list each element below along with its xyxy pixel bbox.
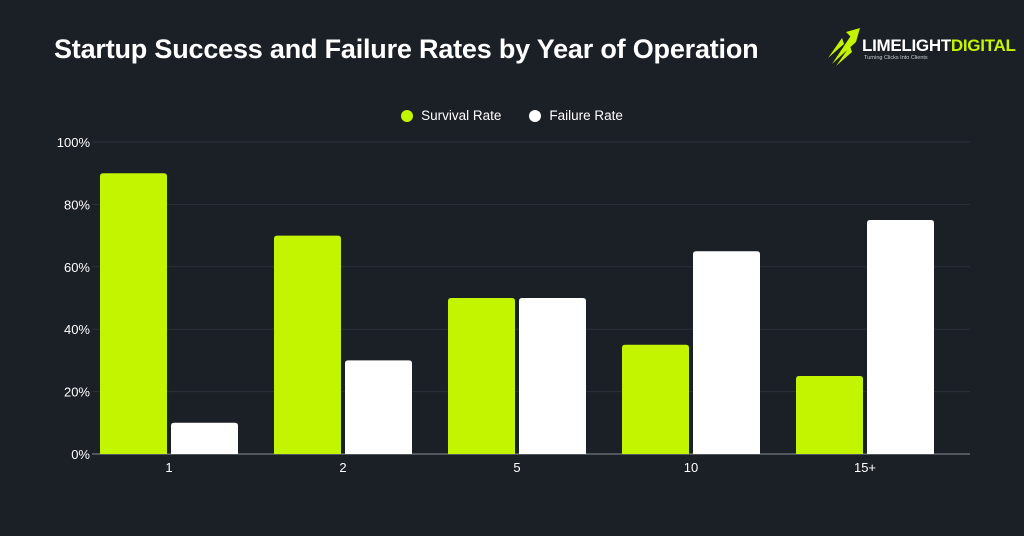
bar-survival-5 [448,298,515,454]
x-tick-label: 1 [165,460,172,475]
y-tick-label: 0% [71,447,90,462]
y-tick-label: 60% [64,260,90,275]
bar-survival-1 [100,173,167,454]
logo-tagline: Turning Clicks Into Clients [864,55,928,61]
legend-swatch-failure [529,109,542,122]
legend-swatch-survival [401,109,414,122]
chart-title: Startup Success and Failure Rates by Yea… [54,34,759,64]
bar-survival-15+ [796,376,863,454]
legend-label-failure: Failure Rate [549,108,623,123]
legend-item-survival: Survival Rate [401,108,501,123]
y-tick-label: 20% [64,385,90,400]
logo: LIMELIGHTDIGITAL Turning Clicks Into Cli… [828,28,1016,68]
logo-wordmark: LIMELIGHTDIGITAL [862,36,1016,56]
y-tick-label: 100% [57,135,91,150]
x-tick-label: 5 [513,460,520,475]
bar-failure-1 [171,422,238,454]
x-tick-label: 15+ [854,460,876,475]
legend-label-survival: Survival Rate [421,108,502,123]
y-tick-label: 40% [64,322,90,337]
x-tick-label: 2 [339,460,346,475]
chart-legend: Survival Rate Failure Rate [0,108,1024,123]
x-tick-label: 10 [684,460,698,475]
bar-survival-2 [274,235,341,454]
rocket-arrow-icon [828,28,860,66]
legend-item-failure: Failure Rate [529,108,623,123]
bar-failure-15+ [867,220,934,454]
bar-failure-10 [693,251,760,454]
bar-failure-2 [345,360,412,454]
logo-word-limelight: LIMELIGHT [862,36,951,55]
y-tick-label: 80% [64,197,90,212]
bar-survival-10 [622,344,689,454]
bar-failure-5 [519,298,586,454]
logo-word-digital: DIGITAL [950,36,1016,55]
